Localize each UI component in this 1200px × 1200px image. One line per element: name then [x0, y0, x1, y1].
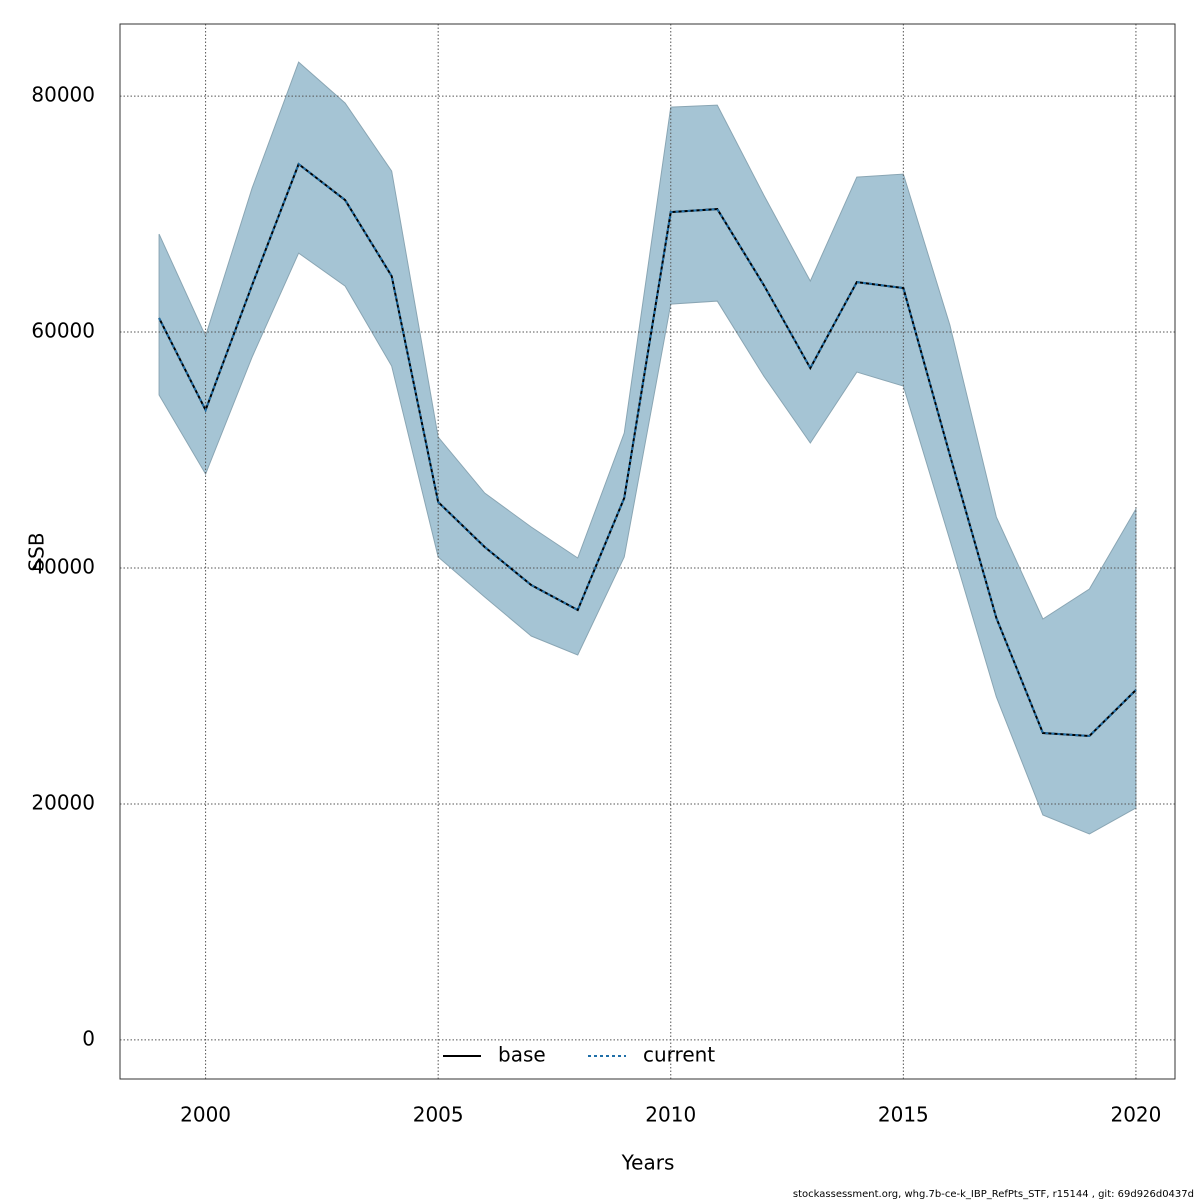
plot-frame [119, 23, 1176, 1080]
x-tick-label: 2005 [413, 1103, 464, 1127]
line [158, 162, 1137, 738]
confidence-band [158, 61, 1137, 835]
x-axis-label: Years [621, 1151, 675, 1175]
y-tick-label: 0 [82, 1026, 95, 1050]
legend-label: base [498, 1043, 546, 1067]
y-tick-label: 20000 [31, 790, 95, 814]
y-axis-label: SSB [25, 532, 49, 571]
x-tick-label: 2020 [1110, 1103, 1161, 1127]
footer: stockassessment.org, whg.7b-ce-k_IBP_Ref… [793, 1189, 1194, 1200]
x-tick-label: 2000 [180, 1103, 231, 1127]
y-tick-label: 60000 [31, 319, 95, 343]
legend-label: current [643, 1043, 715, 1067]
x-tick-label: 2010 [645, 1103, 696, 1127]
y-tick-label: 40000 [31, 555, 95, 579]
y-tick-label: 80000 [31, 83, 95, 107]
x-tick-label: 2015 [878, 1103, 929, 1127]
